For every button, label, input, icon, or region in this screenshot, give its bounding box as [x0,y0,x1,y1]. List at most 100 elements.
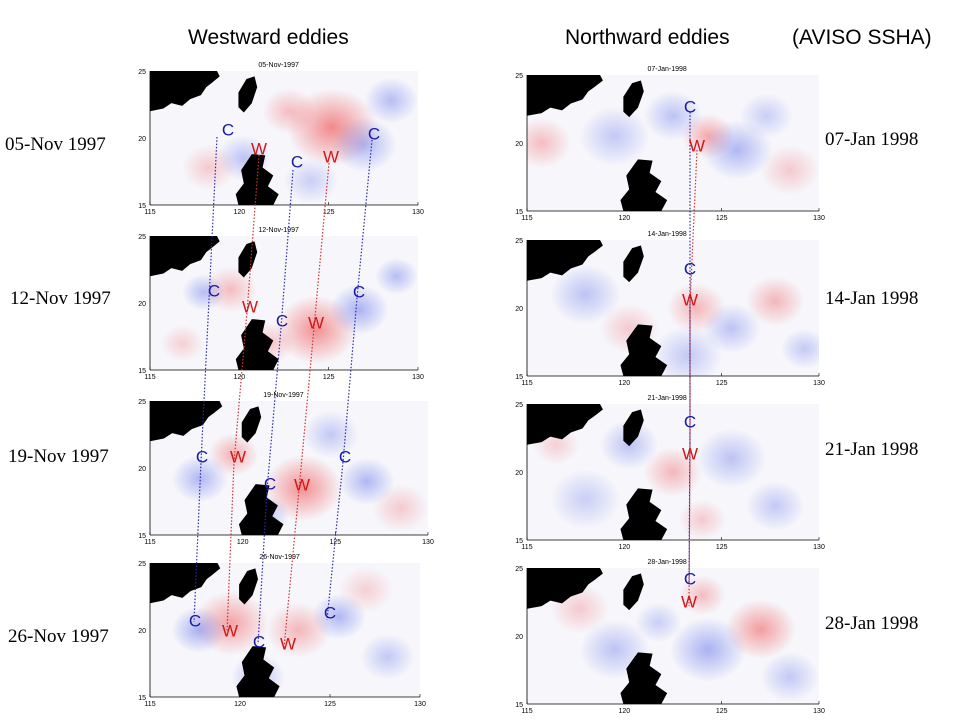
panel-title: 07-Jan-1998 [648,66,687,73]
y-tick-label: 25 [138,69,146,76]
anomaly-patch [372,484,428,532]
anomaly-patch [643,447,703,497]
anomaly-patch [702,303,761,354]
ssha-map: 115 120 125 130 25 20 15 07-Jan-1998 [515,66,825,222]
x-tick-label: 130 [813,544,825,551]
x-tick-label: 115 [521,544,532,551]
land-mass [527,568,668,704]
ssha-field [527,90,819,196]
x-tick-label: 125 [323,209,335,216]
x-tick-label: 125 [716,708,728,715]
y-tick-label: 20 [515,634,523,641]
date-label-north-4: 28-Jan 1998 [825,613,919,634]
y-tick-label: 15 [515,209,523,216]
y-tick-label: 15 [138,695,146,702]
aviso-ssha-header: (AVISO SSHA) [792,26,932,49]
y-tick-label: 25 [515,238,523,245]
y-tick-label: 25 [138,399,146,406]
anomaly-patch [360,633,415,680]
anomaly-patch [550,264,621,325]
ssha-map-panel-west-4: 115 120 125 130 25 20 15 26-Nov-1997 [110,549,440,711]
x-tick-label: 115 [521,215,532,222]
anomaly-patch [678,575,726,616]
anomaly-patch [332,117,397,173]
y-tick-label: 25 [515,566,523,573]
ssha-map: 115 120 125 130 25 20 15 26-Nov-1997 [138,554,426,708]
x-tick-label: 115 [144,209,155,216]
date-label-west-4: 26-Nov 1997 [8,626,109,647]
x-tick-label: 130 [422,539,434,546]
panel-title: 28-Jan-1998 [648,559,687,566]
northward-eddies-header: Northward eddies [565,26,730,49]
y-tick-label: 20 [515,306,523,313]
x-tick-label: 125 [716,215,728,222]
anomaly-patch [670,617,746,682]
x-tick-label: 125 [323,374,335,381]
x-tick-label: 115 [144,539,155,546]
date-label-west-3: 19-Nov 1997 [8,446,109,467]
panel-title: 14-Jan-1998 [648,231,687,238]
panel-title: 19-Nov-1997 [263,392,304,399]
anomaly-patch [160,324,204,362]
y-tick-label: 15 [515,374,523,381]
y-tick-label: 20 [138,136,146,143]
date-label-north-3: 21-Jan 1998 [825,439,919,460]
y-tick-label: 25 [515,402,523,409]
x-tick-label: 130 [813,380,825,387]
y-tick-label: 25 [138,234,146,241]
x-tick-label: 125 [716,544,728,551]
ssha-map: 115 120 125 130 25 20 15 19-Nov-1997 [138,392,434,546]
anomaly-patch [635,602,682,643]
x-tick-label: 115 [521,380,532,387]
x-tick-label: 130 [414,701,426,708]
anomaly-patch [550,469,621,529]
anomaly-patch [172,455,228,503]
x-tick-label: 130 [813,708,825,715]
y-tick-label: 15 [138,368,146,375]
x-tick-label: 125 [716,380,728,387]
anomaly-patch [302,410,359,459]
anomaly-patch [781,328,819,369]
x-tick-label: 115 [521,708,532,715]
date-label-west-1: 05-Nov 1997 [5,134,106,155]
ssha-map-panel-west-2: 115 120 125 130 25 20 15 12-Nov-1997 [110,222,438,384]
panel-title: 26-Nov-1997 [259,554,300,561]
x-tick-label: 120 [237,539,249,546]
ssha-field [550,264,819,376]
ssha-map-panel-north-1: 115 120 125 130 25 20 15 07-Jan-1998 [487,61,839,225]
x-tick-label: 120 [234,701,246,708]
ssha-map: 115 120 125 130 25 20 15 21-Jan-1998 [515,395,825,551]
ssha-map: 115 120 125 130 25 20 15 14-Jan-1998 [515,231,825,387]
anomaly-patch [375,257,418,295]
land-mass [527,404,668,540]
x-tick-label: 120 [618,544,630,551]
anomaly-patch [760,651,819,702]
date-label-north-2: 14-Jan 1998 [825,288,919,309]
x-tick-label: 120 [233,374,245,381]
y-tick-label: 15 [138,533,146,540]
anomaly-patch [339,566,393,613]
anomaly-patch [182,144,236,191]
y-tick-label: 20 [515,141,523,148]
anomaly-patch [678,499,726,540]
x-tick-label: 130 [813,215,825,222]
ssha-map-panel-north-3: 115 120 125 130 25 20 15 21-Jan-1998 [487,390,839,554]
x-tick-label: 115 [144,701,155,708]
anomaly-patch [364,77,418,124]
y-tick-label: 20 [515,470,523,477]
x-tick-label: 120 [618,708,630,715]
anomaly-patch [182,274,226,311]
x-tick-label: 130 [412,209,424,216]
x-tick-label: 120 [233,209,245,216]
x-tick-label: 120 [618,215,630,222]
ssha-map-panel-north-4: 115 120 125 130 25 20 15 28-Jan-1998 [487,554,839,718]
anomaly-patch [171,607,226,653]
ssha-map-panel-west-1: 115 120 125 130 25 20 15 05-Nov-1997 [110,57,438,219]
anomaly-patch [740,93,793,139]
ssha-map-panel-north-2: 115 120 125 130 25 20 15 14-Jan-1998 [487,226,839,390]
panel-title: 12-Nov-1997 [258,227,299,234]
anomaly-patch [579,106,650,166]
y-tick-label: 15 [138,203,146,210]
westward-eddies-header: Westward eddies [188,26,349,49]
panel-title: 21-Jan-1998 [648,395,687,402]
